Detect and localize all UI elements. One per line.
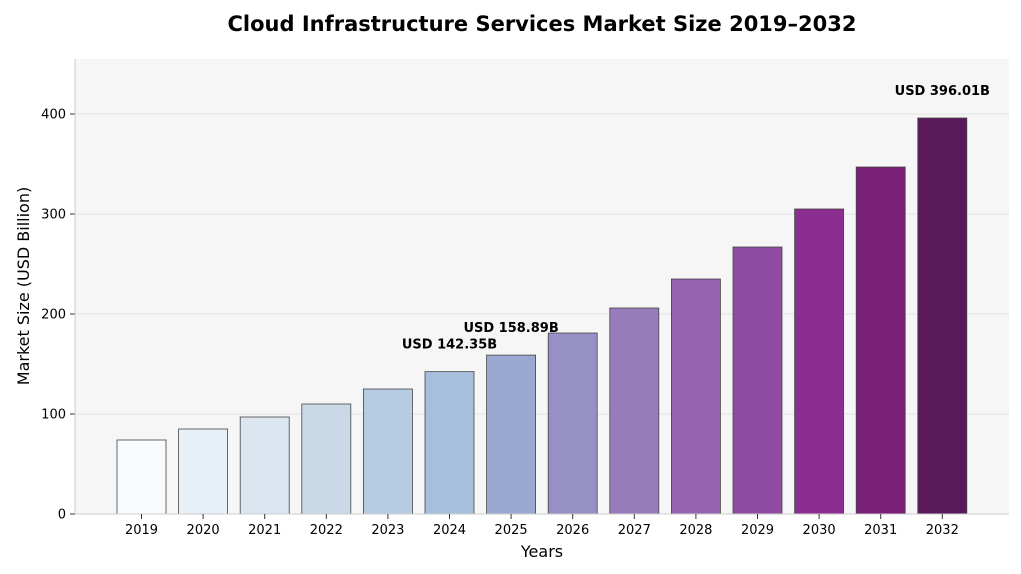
- bar-2027: [609, 307, 660, 515]
- x-tick-label: 2028: [679, 523, 712, 538]
- x-tick-label: 2019: [125, 523, 158, 538]
- plot-area: [75, 59, 1009, 514]
- x-tick-label: 2021: [248, 523, 281, 538]
- bar-2026: [547, 332, 598, 515]
- x-tick-label: 2032: [926, 523, 959, 538]
- gridlines: [75, 113, 1009, 415]
- data-label-2032: USD 396.01B: [895, 84, 990, 99]
- x-tick-label: 2025: [495, 523, 528, 538]
- axes: 0 100 200 300 400 2019 2020 2021 2022 2023 2024 202…: [41, 59, 1009, 538]
- y-axis-label: Market Size (USD Billion): [14, 187, 33, 385]
- y-tick-label: 0: [58, 508, 66, 523]
- x-tick-label: 2027: [618, 523, 651, 538]
- x-tick-label: 2026: [556, 523, 589, 538]
- bar-2023: [362, 388, 413, 515]
- data-label-2024: USD 142.35B: [402, 338, 497, 353]
- data-label-2025: USD 158.89B: [463, 321, 558, 336]
- bar-2020: [178, 428, 229, 515]
- bar-2032: [917, 117, 968, 515]
- x-tick-label: 2031: [864, 523, 897, 538]
- y-tick-label: 400: [41, 108, 66, 123]
- x-tick-label: 2029: [741, 523, 774, 538]
- y-tick-label: 100: [41, 408, 66, 423]
- data-labels: USD 142.35B USD 158.89B USD 396.01B: [402, 84, 990, 353]
- bar-2031: [855, 166, 906, 515]
- bar-2024: [424, 371, 475, 515]
- bar-2019: [116, 439, 167, 515]
- bar-2029: [732, 246, 783, 515]
- x-tick-label: 2024: [433, 523, 466, 538]
- bar-2025: [486, 354, 537, 515]
- x-tick-label: 2030: [803, 523, 836, 538]
- x-tick-label: 2020: [187, 523, 220, 538]
- chart-title: Cloud Infrastructure Services Market Siz…: [228, 12, 857, 36]
- y-tick-label: 200: [41, 308, 66, 323]
- x-axis-label: Years: [520, 542, 563, 561]
- bars: [116, 117, 968, 515]
- x-tick-label: 2023: [371, 523, 404, 538]
- y-tick-label: 300: [41, 208, 66, 223]
- bar-2022: [301, 403, 352, 515]
- x-tick-label: 2022: [310, 523, 343, 538]
- bar-2030: [794, 208, 844, 515]
- bar-2021: [239, 416, 290, 515]
- bar-2028: [671, 278, 721, 515]
